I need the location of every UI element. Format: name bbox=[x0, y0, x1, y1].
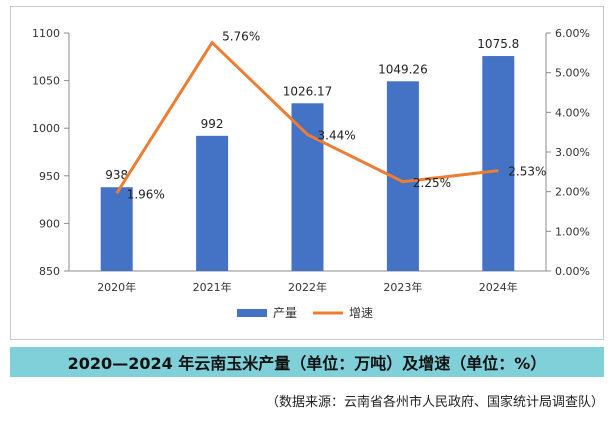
x-tick-label: 2024年 bbox=[479, 280, 518, 294]
legend-label: 增速 bbox=[349, 306, 373, 320]
x-tick-label: 2023年 bbox=[383, 280, 422, 294]
chart-caption: 2020—2024 年云南玉米产量（单位：万吨）及增速（单位：%） bbox=[67, 354, 547, 373]
bar-value-label: 938 bbox=[105, 168, 128, 182]
x-tick-label: 2020年 bbox=[97, 280, 136, 294]
bar-value-label: 992 bbox=[201, 117, 224, 131]
left-tick-label: 850 bbox=[39, 265, 60, 278]
left-tick-label: 900 bbox=[39, 217, 60, 230]
left-tick-label: 1100 bbox=[32, 27, 60, 40]
right-tick-label: 2.00% bbox=[555, 186, 590, 199]
bar-value-label: 1049.26 bbox=[378, 62, 428, 76]
bar bbox=[291, 103, 324, 271]
bar bbox=[100, 187, 133, 271]
left-tick-label: 950 bbox=[39, 170, 60, 183]
bar bbox=[482, 56, 515, 272]
caption-bar: 2020—2024 年云南玉米产量（单位：万吨）及增速（单位：%） bbox=[10, 347, 604, 377]
source-note: （数据来源：云南省各州市人民政府、国家统计局调查队） bbox=[265, 395, 604, 410]
right-tick-label: 6.00% bbox=[555, 27, 590, 40]
growth-value-label: 2.25% bbox=[413, 176, 451, 190]
growth-value-label: 2.53% bbox=[508, 165, 546, 179]
bar bbox=[196, 135, 229, 271]
x-tick-label: 2022年 bbox=[288, 280, 327, 294]
right-tick-label: 4.00% bbox=[555, 106, 590, 119]
chart-frame: 850 900 950 1000 1050 1100 0.00% 1.00% 2.00% 3.00… bbox=[10, 6, 604, 340]
left-tick-label: 1050 bbox=[32, 75, 60, 88]
bar-value-label: 1026.17 bbox=[283, 84, 333, 98]
right-tick-label: 5.00% bbox=[555, 67, 590, 80]
legend-label: 产量 bbox=[273, 306, 297, 320]
bar-value-label: 1075.8 bbox=[477, 37, 519, 51]
right-tick-label: 3.00% bbox=[555, 146, 590, 159]
right-tick-label: 1.00% bbox=[555, 225, 590, 238]
left-tick-label: 1000 bbox=[32, 122, 60, 135]
right-tick-label: 0.00% bbox=[555, 265, 590, 278]
growth-line bbox=[115, 41, 499, 195]
x-tick-label: 2021年 bbox=[193, 280, 232, 294]
growth-value-label: 5.76% bbox=[222, 30, 260, 44]
growth-value-label: 1.96% bbox=[127, 187, 165, 201]
combo-chart: 850 900 950 1000 1050 1100 0.00% 1.00% 2.00% 3.00… bbox=[32, 27, 590, 320]
growth-value-label: 3.44% bbox=[318, 129, 356, 143]
legend-swatch-bar bbox=[237, 309, 267, 317]
